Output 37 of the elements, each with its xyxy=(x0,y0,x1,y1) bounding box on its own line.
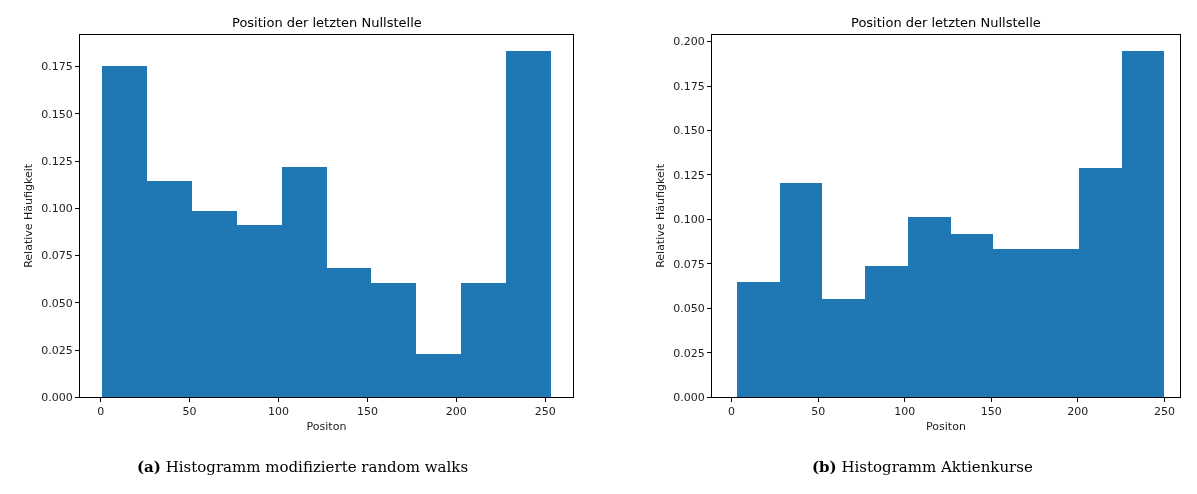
y-tick-label: 0.150 xyxy=(673,124,705,138)
y-tick-label: 0.075 xyxy=(673,257,705,271)
y-tick-label: 0.075 xyxy=(41,249,73,263)
y-tick-label: 0.150 xyxy=(41,107,73,121)
y-tick-label: 0.200 xyxy=(673,35,705,49)
x-tick-label: 250 xyxy=(1153,405,1175,419)
x-tick-label: 0 xyxy=(728,405,736,419)
text: (b) Histogramm Aktienkurse xyxy=(812,458,1033,476)
y-tick-label: 0.100 xyxy=(41,202,73,216)
y-tick-label: 0.125 xyxy=(673,168,705,182)
x-tick-label: 150 xyxy=(356,405,378,419)
y-tick-label: 0.000 xyxy=(673,391,705,405)
text: (a) Histogramm modifizierte random walks xyxy=(137,458,469,476)
y-axis-title: Relative Häufigkeit xyxy=(653,163,667,268)
x-tick-label: 200 xyxy=(1067,405,1089,419)
x-tick-label: 250 xyxy=(534,405,556,419)
x-tick-label: 150 xyxy=(980,405,1002,419)
x-tick-label: 50 xyxy=(182,405,197,419)
y-tick-label: 0.125 xyxy=(41,154,73,168)
y-axis-title: Relative Häufigkeit xyxy=(21,163,35,268)
x-tick-label: 50 xyxy=(811,405,826,419)
y-tick-label: 0.050 xyxy=(41,296,73,310)
y-tick-label: 0.100 xyxy=(673,213,705,227)
x-tick-label: 100 xyxy=(267,405,289,419)
chart-title: Position der letzten Nullstelle xyxy=(232,15,422,30)
x-tick-label: 200 xyxy=(445,405,467,419)
y-tick-label: 0.175 xyxy=(673,79,705,93)
y-tick-label: 0.175 xyxy=(41,60,73,74)
y-tick-label: 0.025 xyxy=(673,346,705,360)
x-tick-label: 100 xyxy=(894,405,916,419)
chart-title: Position der letzten Nullstelle xyxy=(851,15,1041,30)
x-tick-label: 0 xyxy=(97,405,105,419)
x-axis-title: Positon xyxy=(306,419,347,433)
y-tick-label: 0.025 xyxy=(41,343,73,357)
x-axis-title: Positon xyxy=(926,419,966,433)
y-tick-label: 0.000 xyxy=(41,391,73,405)
y-tick-label: 0.050 xyxy=(673,302,705,316)
